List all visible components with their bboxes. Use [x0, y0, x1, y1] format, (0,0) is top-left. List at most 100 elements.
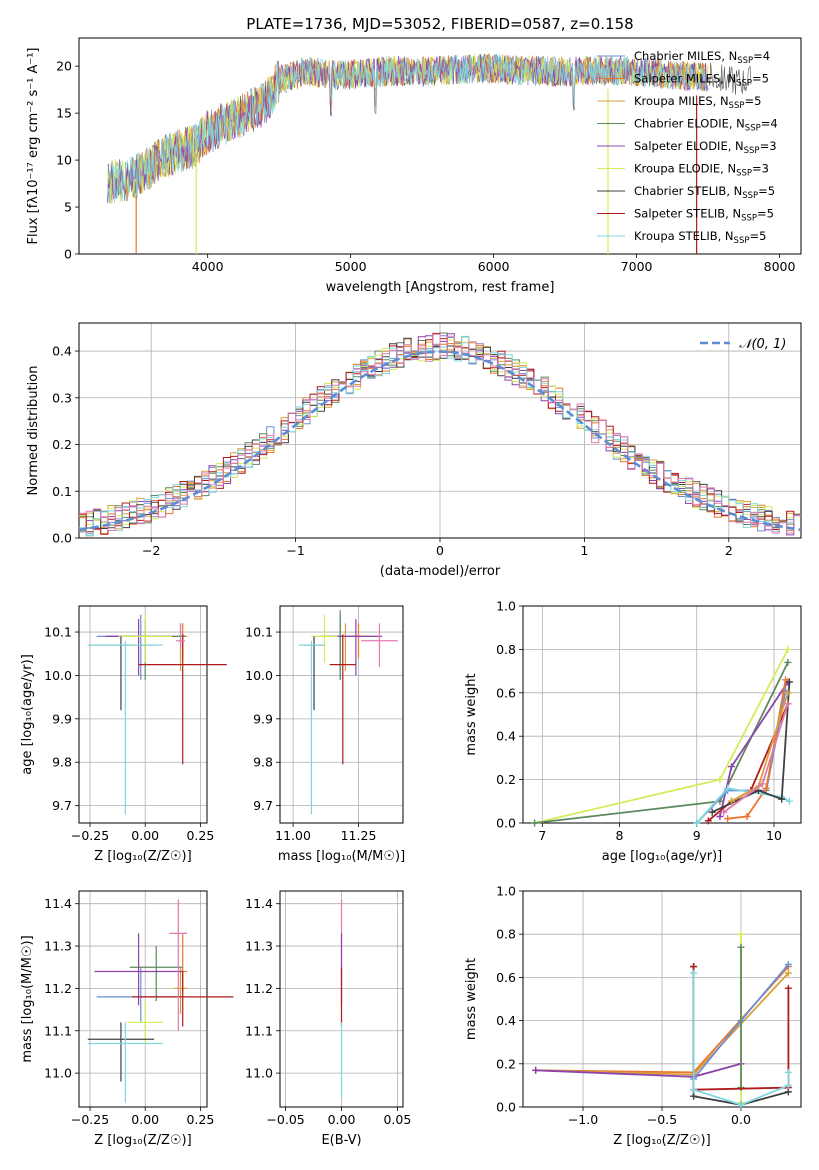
- y-tick-label: 0.2: [52, 437, 72, 452]
- mass-vs-metallicity-panel: −0.25 0.00 0.25 11.0 11.1 11.2 11.3 11.4 Z [log₁…: [20, 890, 234, 1148]
- mass-weight-marker: [690, 1086, 698, 1094]
- mass-weight-marker: [784, 700, 792, 708]
- x-tick-label: −1.0: [568, 1112, 598, 1127]
- mass-weight-marker: [758, 780, 766, 788]
- x-tick-label: 0.00: [131, 1112, 159, 1127]
- mass-weight-marker: [784, 969, 792, 977]
- mass-weight-marker: [785, 678, 793, 686]
- mass-weight-marker: [690, 963, 698, 971]
- y-tick-label: 0.3: [52, 390, 72, 405]
- mass-weight-marker: [737, 943, 745, 951]
- mass-weight-marker: [784, 689, 792, 697]
- legend-entry: 𝒩(0, 1): [739, 337, 786, 352]
- x-tick-label: 9: [693, 828, 701, 843]
- x-tick-label: 1: [580, 543, 588, 558]
- mass-weight-marker: [784, 1068, 792, 1076]
- y-tick-label: 9.7: [253, 798, 273, 813]
- mass-weight-marker: [693, 819, 701, 827]
- y-tick-label: 5: [64, 200, 72, 215]
- mass-weight-marker: [784, 1081, 792, 1089]
- mass-weight-marker: [531, 819, 539, 827]
- x-tick-label: −0.25: [71, 1112, 109, 1127]
- x-tick-label: 4000: [192, 259, 224, 274]
- mass-weight-marker: [728, 797, 735, 805]
- axes-frame: [78, 322, 802, 539]
- x-tick-label: 0.05: [383, 1112, 411, 1127]
- mass-vs-ebv-panel: −0.05 0.00 0.05 11.0 11.1 11.2 11.3 11.4 E(B-V): [245, 890, 411, 1148]
- x-tick-label: 0.00: [131, 828, 159, 843]
- y-tick-label: 0.0: [496, 816, 516, 831]
- x-axis-label: wavelength [Angstrom, rest frame]: [326, 280, 555, 295]
- y-tick-label: 1.0: [496, 884, 516, 899]
- x-tick-label: −0.25: [71, 828, 109, 843]
- y-tick-label: 9.9: [253, 711, 273, 726]
- axes-frame: [522, 890, 802, 1108]
- y-tick-label: 10.0: [245, 668, 273, 683]
- y-axis-label: age [log₁₀(age/yr)]: [20, 654, 35, 775]
- y-tick-label: 0.2: [496, 1056, 516, 1071]
- legend-entry: Salpeter ELODIE, NSSP=3: [634, 139, 777, 156]
- y-tick-label: 11.2: [44, 981, 72, 996]
- y-tick-label: 20: [56, 59, 72, 74]
- x-tick-label: 6000: [478, 259, 510, 274]
- x-axis-label: Z [log₁₀(Z/Z☉)]: [613, 1133, 710, 1148]
- axes-frame: [279, 890, 404, 1108]
- axes-frame: [78, 890, 208, 1108]
- y-tick-label: 11.3: [44, 939, 72, 954]
- mass-weight-marker: [784, 960, 792, 968]
- legend-entry: Chabrier STELIB, NSSP=5: [634, 184, 775, 201]
- mass-weight-marker: [724, 784, 732, 792]
- histogram-series: [79, 333, 801, 534]
- y-tick-label: 11.3: [245, 939, 273, 954]
- y-tick-label: 1.0: [496, 599, 516, 614]
- mass-weight-marker: [720, 808, 728, 816]
- y-tick-label: 11.2: [245, 981, 273, 996]
- mass-weight-line: [534, 662, 789, 824]
- y-tick-label: 0.2: [496, 772, 516, 787]
- x-tick-label: 7: [538, 828, 546, 843]
- y-tick-label: 9.8: [52, 755, 72, 770]
- legend-entry: Chabrier ELODIE, NSSP=4: [634, 117, 778, 134]
- x-tick-label: 7000: [621, 259, 653, 274]
- mass-weight-line: [711, 681, 791, 813]
- mass-weight-marker: [737, 1101, 745, 1109]
- mass-weight-marker: [708, 808, 716, 816]
- y-tick-label: 10.1: [245, 625, 273, 640]
- mass-weight-marker: [778, 795, 786, 803]
- age-vs-mass-panel: 11.00 11.25 9.7 9.8 9.9 10.0 10.1 mass [log₁₀(M…: [245, 605, 405, 864]
- x-tick-label: −0.05: [266, 1112, 304, 1127]
- y-tick-label: 9.8: [253, 755, 273, 770]
- x-tick-label: 2: [725, 543, 733, 558]
- x-axis-label: Z [log₁₀(Z/Z☉)]: [94, 849, 191, 864]
- y-tick-label: 0.0: [496, 1100, 516, 1115]
- mass-weight-marker: [737, 930, 745, 938]
- mass-weight-marker: [532, 1066, 540, 1074]
- mass-weight-marker: [724, 815, 732, 823]
- y-tick-label: 0.1: [52, 484, 72, 499]
- figure-title: PLATE=1736, MJD=53052, FIBERID=0587, z=0…: [246, 15, 633, 33]
- y-tick-label: 10: [56, 153, 72, 168]
- mass-weight-marker: [690, 969, 698, 977]
- x-axis-label: age [log₁₀(age/yr)]: [602, 849, 723, 864]
- mass-weight-marker: [784, 658, 792, 666]
- y-axis-label: Normed distribution: [26, 366, 41, 496]
- mass-weight-marker: [785, 797, 793, 805]
- mass-weight-marker: [782, 676, 790, 684]
- y-tick-label: 11.1: [245, 1023, 273, 1038]
- y-tick-label: 0.0: [52, 531, 72, 546]
- y-tick-label: 0: [64, 247, 72, 262]
- x-tick-label: −0.5: [647, 1112, 677, 1127]
- y-tick-label: 0.4: [496, 729, 516, 744]
- mass-weight-marker: [737, 1084, 745, 1092]
- y-tick-label: 11.0: [245, 1066, 273, 1081]
- legend-entry: Salpeter STELIB, NSSP=5: [634, 207, 774, 224]
- massweight-vs-metallicity-panel: −1.0 −0.5 0.0 0.0 0.2 0.4 0.6 0.8 1.0 Z [log₁₀(Z/…: [464, 884, 802, 1148]
- x-tick-label: 0.25: [186, 1112, 214, 1127]
- mass-weight-marker: [743, 812, 751, 820]
- x-tick-label: 0.00: [328, 1112, 356, 1127]
- y-tick-label: 0.4: [496, 1013, 516, 1028]
- mass-weight-marker: [716, 776, 724, 784]
- gaussian-curve: [78, 350, 802, 532]
- y-tick-label: 0.6: [496, 970, 516, 985]
